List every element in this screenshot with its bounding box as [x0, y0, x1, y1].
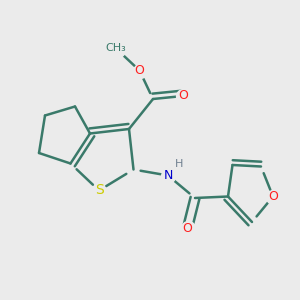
Text: CH₃: CH₃	[105, 43, 126, 53]
Text: O: O	[135, 64, 144, 77]
Text: O: O	[268, 190, 278, 203]
Text: O: O	[183, 221, 192, 235]
Text: S: S	[94, 184, 103, 197]
Text: O: O	[178, 89, 188, 103]
Text: N: N	[163, 169, 173, 182]
Text: H: H	[175, 159, 184, 169]
